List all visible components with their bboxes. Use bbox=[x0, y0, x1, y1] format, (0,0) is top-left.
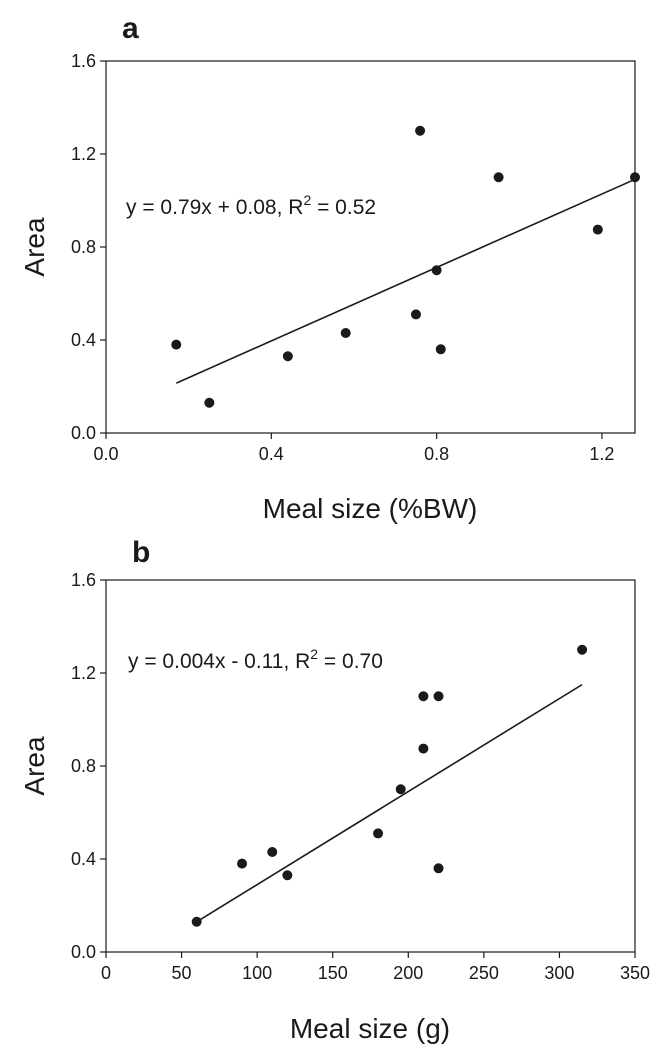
y-tick-label-b-0: 0.0 bbox=[71, 942, 96, 962]
x-tick-label-b-3: 150 bbox=[318, 963, 348, 983]
data-point-b-6 bbox=[418, 743, 429, 754]
data-point-a-1 bbox=[204, 397, 215, 408]
data-point-a-6 bbox=[431, 265, 442, 276]
y-tick-label-a-1: 0.4 bbox=[71, 330, 96, 350]
x-axis-title-b: Meal size (g) bbox=[290, 1013, 450, 1044]
regression-line-b bbox=[196, 683, 583, 923]
data-point-b-5 bbox=[395, 784, 406, 795]
data-point-b-0 bbox=[191, 916, 202, 927]
x-tick-label-b-6: 300 bbox=[544, 963, 574, 983]
panel-label-b: b bbox=[132, 536, 150, 569]
data-point-b-10 bbox=[577, 644, 588, 655]
equation-b: y = 0.004x - 0.11, R2 = 0.70 bbox=[128, 646, 383, 673]
data-point-a-8 bbox=[493, 172, 504, 183]
data-point-b-3 bbox=[282, 870, 293, 881]
y-tick-label-b-3: 1.2 bbox=[71, 663, 96, 683]
plot-frame-b bbox=[105, 579, 636, 953]
y-tick-label-a-3: 1.2 bbox=[71, 144, 96, 164]
x-tick-label-a-3: 1.2 bbox=[589, 444, 614, 464]
data-point-a-0 bbox=[171, 339, 182, 350]
data-point-a-7 bbox=[435, 344, 446, 355]
y-tick-label-b-2: 0.8 bbox=[71, 756, 96, 776]
data-point-a-4 bbox=[410, 309, 421, 320]
fit-layer-a bbox=[175, 178, 636, 384]
y-axis-title-a: Area bbox=[19, 217, 50, 277]
y-tick-label-a-2: 0.8 bbox=[71, 237, 96, 257]
x-tick-label-a-1: 0.4 bbox=[259, 444, 284, 464]
x-tick-label-a-0: 0.0 bbox=[93, 444, 118, 464]
x-tick-label-b-2: 100 bbox=[242, 963, 272, 983]
y-tick-label-a-4: 1.6 bbox=[71, 51, 96, 71]
x-tick-label-b-4: 200 bbox=[393, 963, 423, 983]
panel-b: b 0 50 100 150 200 250 300 350 0.0 0.4 0.8 1.2 1.6 y… bbox=[19, 536, 650, 1044]
data-point-b-2 bbox=[267, 847, 278, 858]
plot-frame-a bbox=[105, 60, 636, 434]
regression-line-a bbox=[175, 178, 636, 384]
y-tick-label-b-4: 1.6 bbox=[71, 570, 96, 590]
data-point-b-1 bbox=[237, 858, 248, 869]
equation-b-main: y = 0.004x - 0.11, R bbox=[128, 650, 310, 673]
ticks-b: 0 50 100 150 200 250 300 350 0.0 0.4 0.8 1.2 1.6 bbox=[71, 570, 650, 983]
points-a bbox=[171, 125, 640, 408]
points-b bbox=[191, 644, 588, 927]
panel-label-a: a bbox=[122, 12, 139, 45]
data-point-a-9 bbox=[592, 224, 603, 235]
fit-layer-b bbox=[196, 683, 583, 923]
x-tick-label-b-0: 0 bbox=[101, 963, 111, 983]
data-point-a-2 bbox=[282, 351, 293, 362]
y-tick-label-b-1: 0.4 bbox=[71, 849, 96, 869]
x-tick-label-a-2: 0.8 bbox=[424, 444, 449, 464]
data-point-b-4 bbox=[373, 828, 384, 839]
equation-b-tail: = 0.70 bbox=[318, 650, 383, 673]
data-point-a-10 bbox=[630, 172, 640, 183]
x-tick-label-b-7: 350 bbox=[620, 963, 650, 983]
data-point-b-9 bbox=[433, 863, 444, 874]
equation-a-main: y = 0.79x + 0.08, R bbox=[126, 196, 303, 219]
equation-a-tail: = 0.52 bbox=[311, 196, 376, 219]
data-point-a-3 bbox=[340, 328, 351, 339]
y-tick-label-a-0: 0.0 bbox=[71, 423, 96, 443]
x-tick-label-b-1: 50 bbox=[172, 963, 192, 983]
equation-b-sup: 2 bbox=[310, 646, 318, 662]
x-axis-title-a: Meal size (%BW) bbox=[263, 493, 478, 524]
data-point-b-7 bbox=[418, 691, 429, 702]
panel-a: a 0.0 0.4 0.8 1.2 0.0 0.4 0.8 1.2 1.6 y = 0.79x … bbox=[19, 12, 640, 524]
x-tick-label-b-5: 250 bbox=[469, 963, 499, 983]
equation-a-sup: 2 bbox=[303, 192, 311, 208]
data-point-b-8 bbox=[433, 691, 444, 702]
y-axis-title-b: Area bbox=[19, 736, 50, 796]
equation-a: y = 0.79x + 0.08, R2 = 0.52 bbox=[126, 192, 376, 219]
data-point-a-5 bbox=[415, 125, 426, 136]
ticks-a: 0.0 0.4 0.8 1.2 0.0 0.4 0.8 1.2 1.6 bbox=[71, 51, 614, 464]
